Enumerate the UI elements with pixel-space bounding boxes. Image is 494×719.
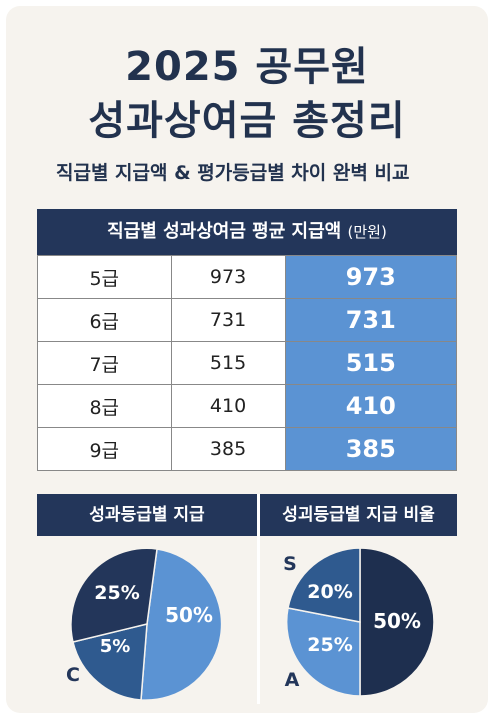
- value-cell: 515: [170, 341, 286, 385]
- pie-slice-5: [72, 623, 148, 701]
- salary-table: 직급별 성과상여금 평균 지급액 (만원) 5급 973 973 6급 731 …: [37, 209, 458, 471]
- label-50: 50%: [165, 603, 213, 627]
- page-subtitle: 직급별 지급액 & 평가등급별 차이 완벽 비교: [56, 162, 410, 184]
- label-25: 25%: [94, 582, 139, 604]
- table-header-unit: (만원): [347, 223, 387, 241]
- grade-cell: 6급: [37, 298, 172, 342]
- grade-cell: 8급: [37, 384, 172, 428]
- table-header: 직급별 성과상여금 평균 지급액 (만원): [37, 209, 457, 255]
- label-5: 5%: [100, 636, 131, 657]
- left-panel-header: 성과등급별 지급: [37, 494, 257, 536]
- grade-cell: 5급: [37, 255, 172, 299]
- highlight-cell: 515: [284, 341, 458, 385]
- left-pie-chart: 25% 5% 50% C: [66, 547, 223, 701]
- value-cell: 410: [170, 384, 286, 428]
- highlight-cell: 973: [284, 255, 458, 299]
- highlight-cell: 385: [284, 427, 458, 471]
- label-50: 50%: [373, 609, 421, 633]
- highlight-cell: 410: [284, 384, 458, 428]
- table-row: 8급 410 410: [37, 384, 458, 428]
- highlight-cell: 731: [284, 298, 458, 342]
- value-cell: 973: [170, 255, 286, 299]
- pie-slice-20: [287, 547, 361, 623]
- label-20: 20%: [307, 581, 352, 603]
- right-pie-chart: 20% 25% 50% S A: [283, 547, 435, 697]
- page-title-line2: 성과상여금 총정리: [88, 98, 406, 144]
- table-row: 7급 515 515: [37, 341, 458, 385]
- table-row: 6급 731 731: [37, 298, 458, 342]
- page-title-line1: 2025 공무원: [125, 44, 369, 90]
- value-cell: 385: [170, 427, 286, 471]
- pie-slice-50: [140, 548, 223, 701]
- right-panel-header: 성괴등급별 지급 비울: [260, 494, 457, 536]
- table-header-title: 직급별 성과상여금 평균 지급액: [107, 221, 342, 242]
- pie-slice-50: [359, 547, 435, 697]
- panel-divider: [257, 494, 260, 704]
- pie-slice-25: [285, 607, 361, 697]
- label-c: C: [66, 664, 80, 686]
- grade-cell: 7급: [37, 341, 172, 385]
- label-s: S: [283, 553, 297, 575]
- grade-cell: 9급: [37, 427, 172, 471]
- pie-slice-25: [70, 547, 158, 643]
- label-a: A: [285, 669, 300, 691]
- table-row: 9급 385 385: [37, 427, 458, 471]
- value-cell: 731: [170, 298, 286, 342]
- left-pie-panel: 성과등급별 지급 25% 5% 50% C: [37, 494, 257, 704]
- right-pie-panel: 성괴등급별 지급 비울 20% 25% 50% S A: [260, 494, 457, 704]
- label-25: 25%: [307, 634, 352, 656]
- table-body: 5급 973 973 6급 731 731 7급 515 515 8급 410 …: [37, 255, 458, 471]
- table-row: 5급 973 973: [37, 255, 458, 299]
